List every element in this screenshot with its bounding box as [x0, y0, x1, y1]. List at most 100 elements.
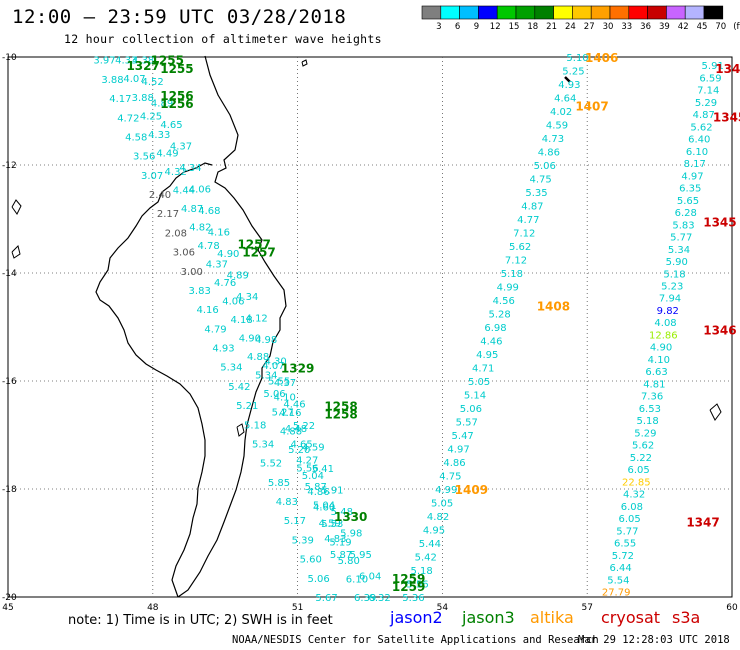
swh-value: 5.60	[300, 555, 322, 566]
swh-value: 4.34	[179, 163, 201, 174]
swh-value: 4.30	[264, 357, 286, 368]
swh-value: 4.10	[274, 392, 296, 403]
swh-value: 4.33	[148, 130, 170, 141]
colorbar-swatch	[496, 5, 517, 20]
swh-value: 4.88	[280, 426, 302, 437]
swh-value: 5.10	[566, 53, 588, 64]
colorbar-swatch	[703, 5, 724, 20]
swh-value: 5.57	[456, 418, 478, 429]
swh-value: 4.58	[125, 132, 147, 143]
pass-time-label: 1344	[715, 62, 740, 76]
colorbar-label: 70	[715, 22, 726, 32]
swh-value: 4.68	[198, 206, 220, 217]
swh-value: 5.29	[634, 428, 656, 439]
swh-value: 4.98	[255, 335, 277, 346]
lat-tick-label: -20	[2, 593, 17, 603]
swh-value: 4.48	[285, 424, 307, 435]
swh-value: 4.90	[217, 249, 239, 260]
swh-value: 5.36	[402, 593, 424, 604]
swh-value: 5.47	[452, 431, 474, 442]
swh-value: 22.85	[622, 477, 651, 488]
swh-value: 5.18	[244, 420, 266, 431]
lon-tick-label: 48	[147, 603, 159, 613]
pass-time-label: 1345	[703, 216, 736, 230]
legend-s3a: s3a	[672, 608, 701, 627]
swh-value: 4.16	[208, 228, 230, 239]
swh-value: 6.10	[686, 147, 708, 158]
swh-value: 5.87	[330, 550, 352, 561]
swh-value: 6.05	[627, 465, 649, 476]
swh-value: 4.71	[472, 364, 494, 375]
swh-value: 5.91	[321, 486, 343, 497]
swh-value: 4.99	[435, 485, 457, 496]
swh-value: 4.88	[247, 352, 269, 363]
swh-value: 4.16	[279, 408, 301, 419]
swh-value: 5.77	[670, 233, 692, 244]
colorbar-swatch	[609, 5, 630, 20]
pass-time-label: 1257	[237, 237, 270, 251]
swh-value: 4.87	[181, 204, 203, 215]
pass-time-label: 1258	[324, 407, 357, 421]
lat-tick-label: -16	[2, 377, 17, 387]
lat-tick-label: -18	[2, 485, 17, 495]
legend-altika: altika	[530, 608, 574, 627]
swh-value: 6.05	[618, 514, 640, 525]
swh-value: 5.98	[340, 529, 362, 540]
swh-value: 6.40	[688, 135, 710, 146]
swh-value: 5.18	[411, 566, 433, 577]
swh-value: 6.53	[639, 404, 661, 415]
swh-value: 5.90	[666, 257, 688, 268]
colorbar-label: 15	[509, 22, 520, 32]
swh-value: 5.62	[632, 441, 654, 452]
pass-time-label: 1347	[686, 515, 719, 529]
pass-time-label: 1259	[392, 580, 425, 594]
pass-time-label: 1406	[585, 51, 618, 65]
swh-value: 4.90	[239, 334, 261, 345]
swh-value: 3.88	[132, 93, 154, 104]
swh-value: 3.06	[173, 248, 195, 259]
swh-value: 5.14	[464, 391, 486, 402]
swh-value: 4.82	[189, 222, 211, 233]
swh-value: 4.32	[623, 490, 645, 501]
swh-value: 4.07	[123, 74, 145, 85]
swh-value: 4.52	[141, 77, 163, 88]
swh-value: 5.91	[702, 61, 724, 72]
swh-value: 6.59	[699, 73, 721, 84]
lon-tick-label: 45	[2, 603, 13, 613]
colorbar-swatch	[553, 5, 573, 20]
swh-value: 12.86	[649, 330, 678, 341]
swh-value: 9.82	[657, 306, 679, 317]
swh-value: 5.18	[663, 269, 685, 280]
swh-value: 4.83	[276, 497, 298, 508]
pass-time-label: 1409	[455, 483, 488, 497]
swh-value: 6.28	[675, 208, 697, 219]
swh-value: 4.93	[212, 344, 234, 355]
swh-value: 5.22	[293, 421, 315, 432]
swh-value: 4.86	[443, 458, 465, 469]
swh-value: 6.98	[484, 323, 506, 334]
swh-value: 4.59	[302, 443, 324, 454]
swh-value: 3.00	[181, 267, 203, 278]
swh-value: 5.06	[460, 404, 482, 415]
swh-value: 4.17	[109, 94, 131, 105]
colorbar-swatch	[684, 5, 705, 20]
swh-value: 6.10	[346, 574, 368, 585]
swh-value: 4.07	[262, 361, 284, 372]
swh-value: 7.14	[697, 86, 719, 97]
colorbar-swatch	[572, 5, 592, 20]
page-subtitle: 12 hour collection of altimeter wave hei…	[64, 32, 382, 46]
pass-time-label: 1258	[324, 399, 357, 413]
swh-value: 5.83	[672, 220, 694, 231]
swh-value: 4.44	[173, 185, 195, 196]
colorbar-swatch	[421, 5, 442, 20]
swh-value: 3.88	[101, 75, 123, 86]
pass-time-label: 1407	[575, 100, 608, 114]
swh-value: 4.25	[140, 111, 162, 122]
pass-time-label: 1329	[281, 362, 314, 376]
swh-value: 4.59	[319, 518, 341, 529]
colorbar-swatch	[666, 5, 686, 20]
swh-value: 4.18	[230, 315, 252, 326]
